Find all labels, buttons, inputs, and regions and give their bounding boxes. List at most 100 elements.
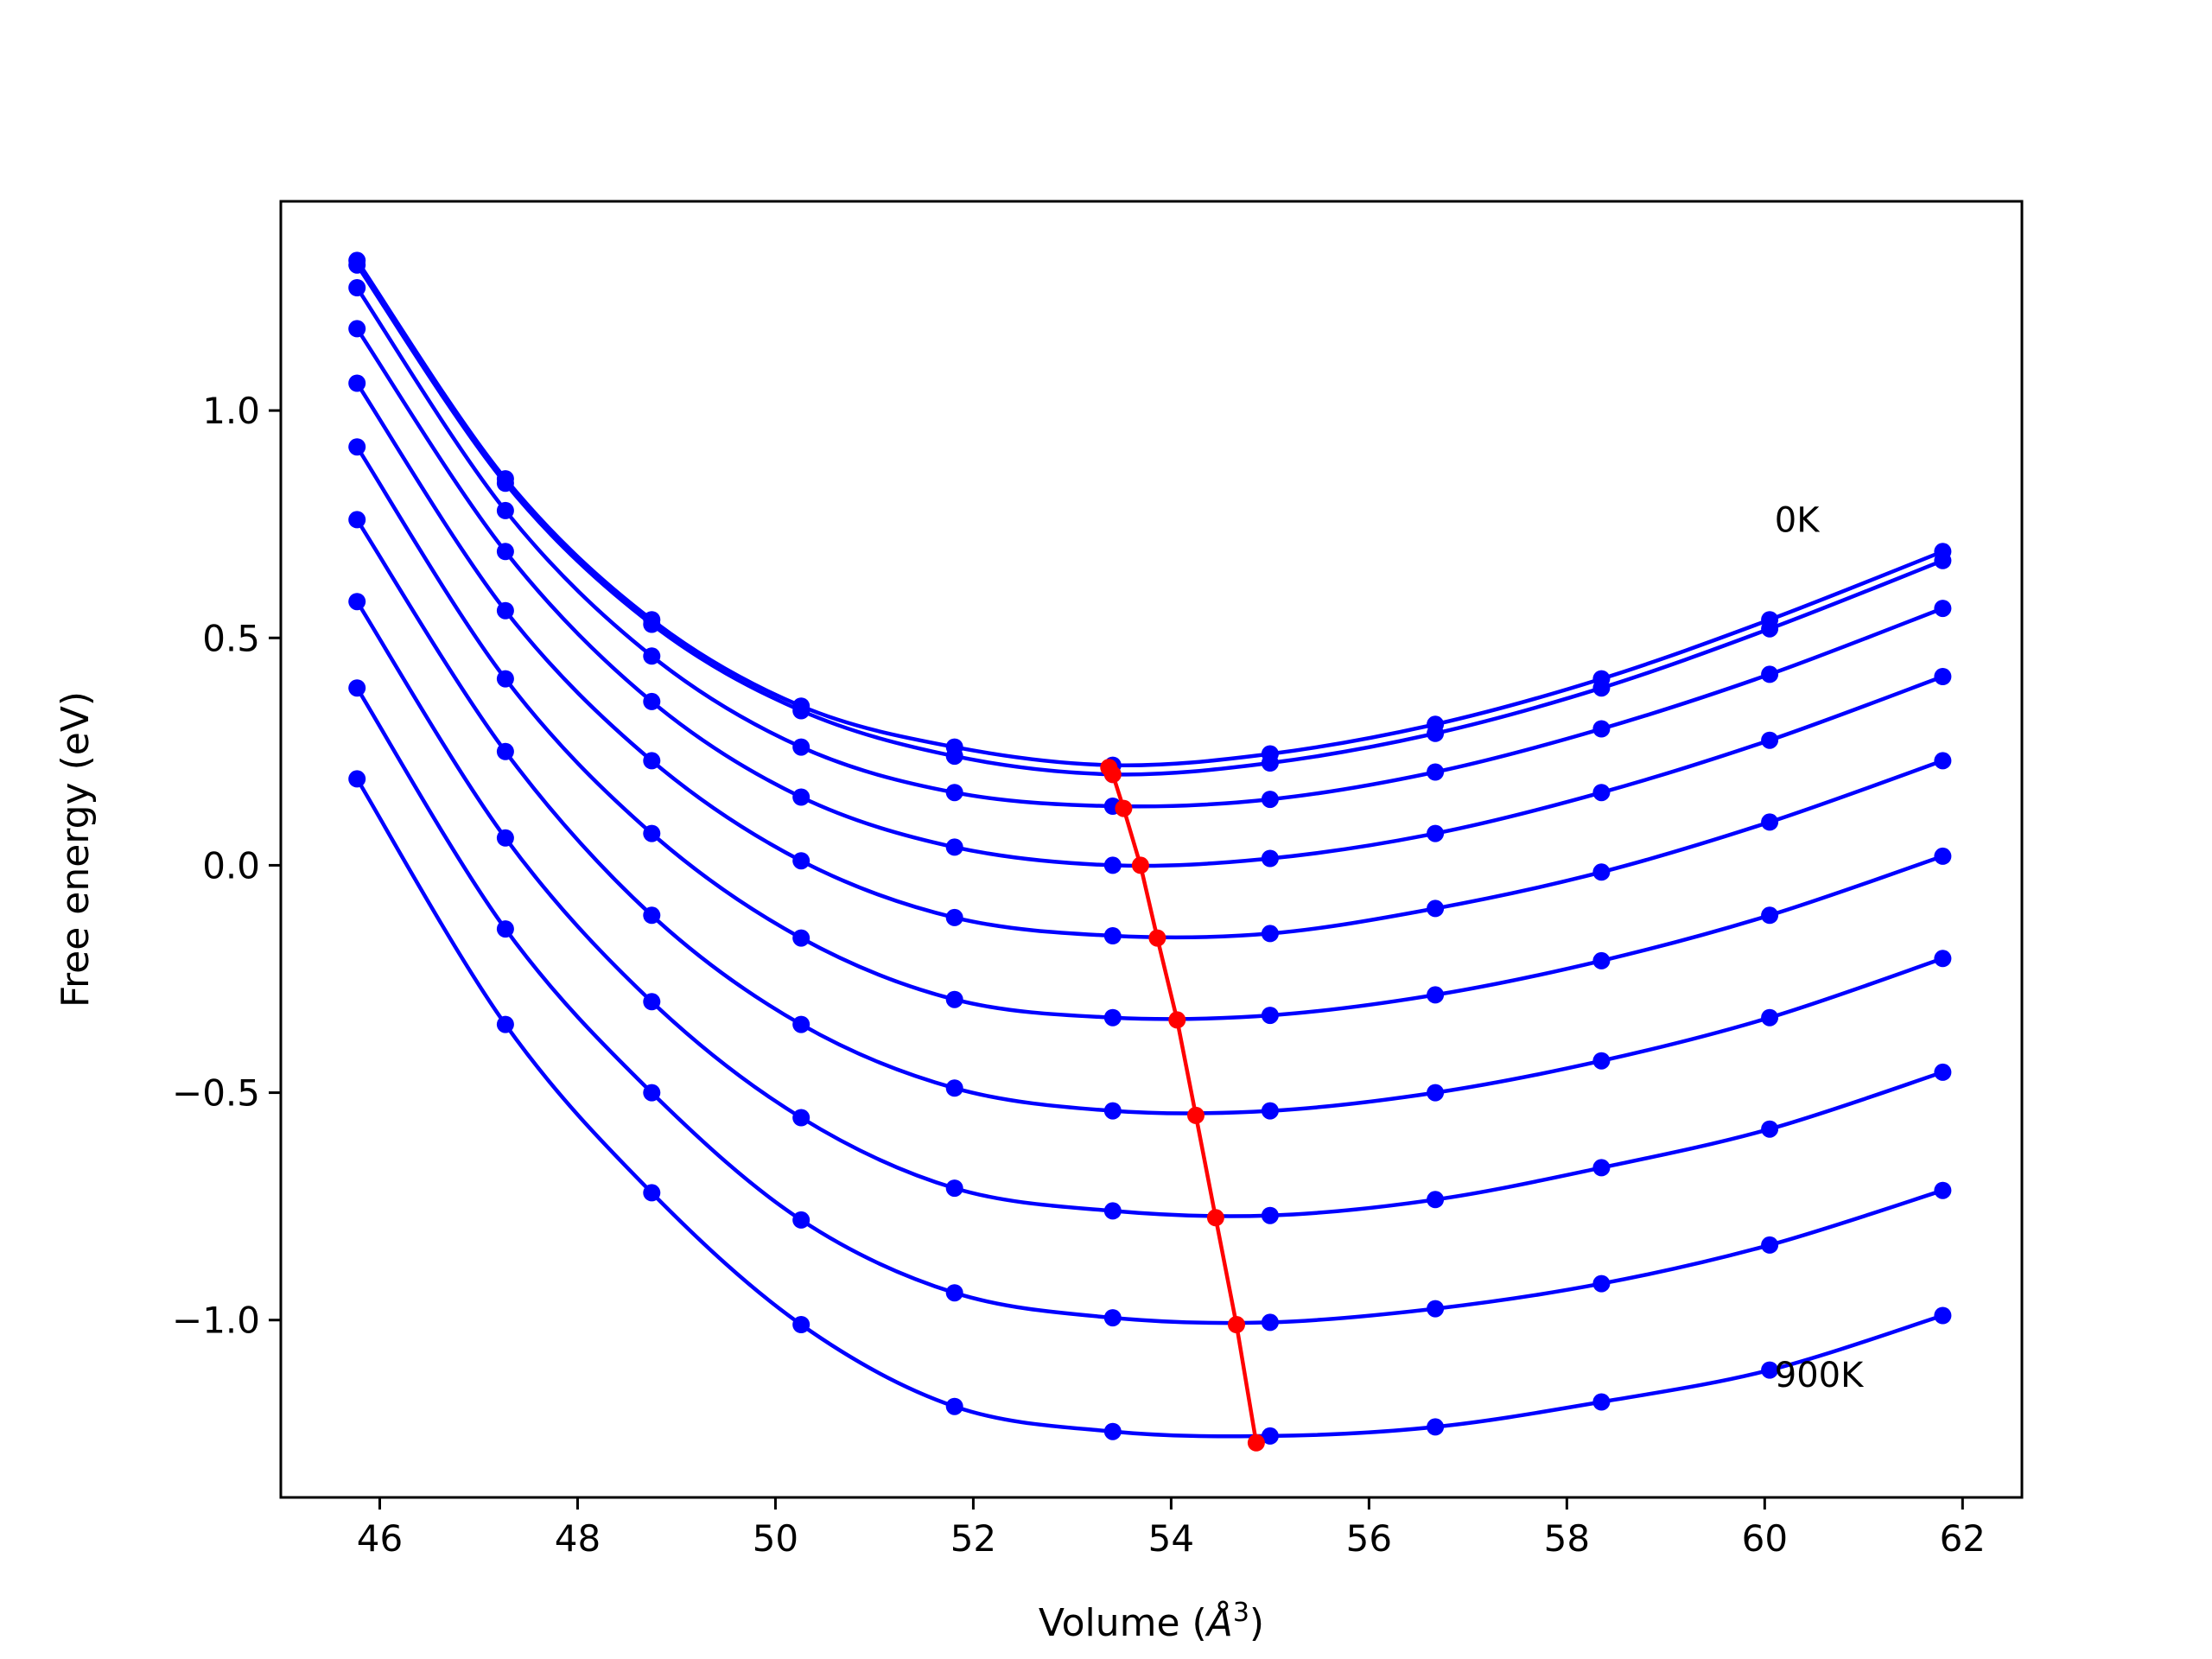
x-tick-label-60: 60	[1742, 1517, 1788, 1560]
data-point-800k-9	[1761, 1236, 1779, 1254]
y-tick-label-0.5: 0.5	[202, 617, 260, 659]
data-point-100k-6	[1261, 754, 1279, 772]
data-point-100k-3	[792, 702, 810, 720]
data-point-300k-2	[643, 692, 661, 710]
data-point-200k-9	[1761, 665, 1779, 683]
data-point-800k-6	[1261, 1313, 1279, 1332]
data-point-500k-6	[1261, 1007, 1279, 1025]
curve-100k	[355, 264, 1944, 777]
x-axis-title-suffix: )	[1249, 1601, 1264, 1645]
data-point-300k-1	[496, 543, 514, 561]
data-point-900k-5	[1103, 1422, 1122, 1440]
data-point-700k-6	[1261, 1206, 1279, 1224]
data-point-600k-3	[792, 1015, 810, 1033]
data-point-700k-8	[1592, 1159, 1611, 1177]
x-tick-label-62: 62	[1940, 1517, 1986, 1560]
data-point-900k-10	[1934, 1306, 1952, 1325]
minimum-path-layer	[1100, 759, 1265, 1452]
data-point-700k-3	[792, 1109, 810, 1127]
data-point-500k-2	[643, 824, 661, 842]
data-point-500k-7	[1427, 986, 1445, 1004]
data-point-200k-2	[643, 647, 661, 665]
curve-300k	[355, 327, 1944, 868]
data-point-800k-3	[792, 1211, 810, 1229]
data-point-500k-3	[792, 929, 810, 947]
data-point-200k-6	[1261, 791, 1279, 809]
minimum-point-9	[1247, 1433, 1265, 1452]
data-point-800k-0	[348, 679, 366, 697]
data-point-400k-3	[792, 852, 810, 870]
data-point-900k-9	[1761, 1361, 1779, 1379]
data-point-300k-3	[792, 788, 810, 806]
data-point-600k-9	[1761, 1008, 1779, 1027]
data-point-400k-10	[1934, 752, 1952, 770]
data-point-900k-3	[792, 1316, 810, 1333]
data-point-100k-2	[643, 615, 661, 633]
x-axis-title-exponent: 3	[1233, 1598, 1249, 1628]
curve-600k	[355, 518, 1944, 1116]
data-point-200k-0	[348, 279, 366, 296]
minimum-point-3	[1131, 856, 1149, 874]
data-point-400k-2	[643, 752, 661, 770]
data-point-700k-5	[1103, 1202, 1122, 1220]
data-point-800k-7	[1427, 1300, 1445, 1318]
data-point-700k-2	[643, 993, 661, 1011]
data-point-100k-10	[1934, 551, 1952, 569]
curve-400k	[355, 382, 1944, 940]
minimum-point-8	[1228, 1316, 1245, 1333]
data-point-800k-8	[1592, 1274, 1611, 1293]
data-point-900k-8	[1592, 1393, 1611, 1411]
data-point-200k-8	[1592, 720, 1611, 738]
data-point-100k-0	[348, 256, 366, 274]
data-point-700k-4	[945, 1179, 963, 1198]
y-tick-label-0: 0.0	[202, 844, 260, 887]
minimum-point-6	[1187, 1106, 1205, 1124]
plot-frame	[279, 200, 2024, 1499]
minimum-point-7	[1206, 1209, 1224, 1227]
data-point-700k-1	[496, 829, 514, 847]
x-tick-label-58: 58	[1544, 1517, 1590, 1560]
data-point-300k-5	[1103, 856, 1122, 874]
x-tick-label-50: 50	[753, 1517, 798, 1560]
minimum-path-line	[1107, 766, 1259, 1444]
data-point-800k-1	[496, 920, 514, 938]
data-point-900k-6	[1261, 1427, 1279, 1445]
data-point-300k-10	[1934, 668, 1952, 685]
data-point-200k-4	[945, 784, 963, 802]
data-point-100k-1	[496, 474, 514, 493]
data-point-200k-7	[1427, 763, 1445, 781]
minimum-point-1	[1103, 766, 1122, 784]
data-point-500k-8	[1592, 951, 1611, 969]
x-axis-title-prefix: Volume (	[1039, 1601, 1207, 1645]
y-tick-label-1: 1.0	[202, 390, 260, 432]
data-point-300k-0	[348, 320, 366, 338]
curve-800k	[355, 687, 1944, 1325]
data-point-900k-4	[945, 1397, 963, 1415]
data-point-600k-6	[1261, 1102, 1279, 1120]
data-point-700k-10	[1934, 1063, 1952, 1081]
data-point-400k-8	[1592, 863, 1611, 881]
curve-700k	[355, 601, 1944, 1218]
data-point-400k-4	[945, 908, 963, 926]
data-point-200k-10	[1934, 600, 1952, 618]
x-tick-label-56: 56	[1346, 1517, 1392, 1560]
data-point-300k-9	[1761, 731, 1779, 749]
x-axis-title-symbol: Å	[1205, 1599, 1233, 1645]
data-point-500k-5	[1103, 1008, 1122, 1027]
x-axis-title: Volume (Å3)	[1039, 1598, 1264, 1646]
data-point-900k-1	[496, 1015, 514, 1033]
data-point-900k-7	[1427, 1418, 1445, 1436]
curve-200k	[355, 286, 1944, 809]
minimum-point-4	[1148, 929, 1166, 947]
curve-900k	[355, 778, 1944, 1439]
data-point-800k-5	[1103, 1309, 1122, 1327]
data-point-400k-0	[348, 374, 366, 392]
data-point-600k-5	[1103, 1102, 1122, 1120]
minimum-point-5	[1168, 1011, 1186, 1029]
curve-0k	[355, 259, 1944, 768]
data-point-500k-10	[1934, 847, 1952, 865]
data-point-900k-2	[643, 1184, 661, 1202]
data-point-400k-5	[1103, 927, 1122, 944]
x-tick-label-46: 46	[357, 1517, 403, 1560]
data-point-600k-10	[1934, 950, 1952, 968]
